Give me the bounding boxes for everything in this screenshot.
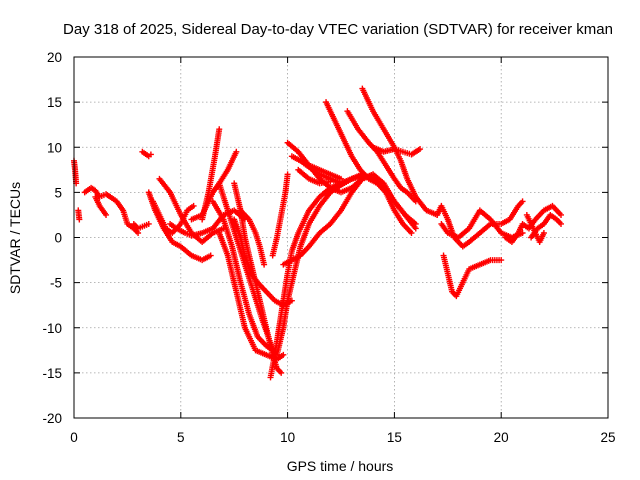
- data-series: [130, 220, 152, 232]
- data-point: [76, 216, 83, 223]
- data-points: [71, 85, 565, 381]
- data-point: [207, 252, 214, 259]
- y-tick-label: 0: [54, 231, 62, 246]
- axis-ticks: 0 5 10 15 20 25 -20 -15 -10 -5 0 5 10 15 20: [42, 50, 615, 445]
- chart-title: Day 318 of 2025, Sidereal Day-to-day VTE…: [63, 21, 613, 38]
- x-tick-label: 15: [387, 430, 402, 445]
- data-point: [145, 220, 152, 227]
- data-point: [558, 220, 565, 227]
- data-series: [440, 252, 505, 300]
- data-point: [280, 351, 287, 358]
- data-point: [540, 229, 547, 236]
- y-axis-label: SDTVAR / TECUs: [7, 182, 23, 294]
- data-series: [269, 171, 291, 259]
- data-point: [338, 175, 344, 182]
- grid: [74, 57, 608, 418]
- data-series: [237, 207, 268, 268]
- data-point: [327, 178, 334, 185]
- data-series: [92, 193, 110, 218]
- x-tick-label: 10: [280, 430, 295, 445]
- y-tick-label: -20: [42, 411, 62, 426]
- data-series: [145, 189, 214, 264]
- data-series: [323, 99, 415, 236]
- y-tick-label: -15: [42, 366, 62, 381]
- y-tick-label: 10: [47, 140, 62, 155]
- data-series: [502, 202, 565, 246]
- data-series: [370, 144, 424, 158]
- data-series: [295, 166, 334, 187]
- data-series: [438, 207, 526, 241]
- data-series: [188, 148, 240, 223]
- data-point: [498, 257, 505, 264]
- x-tick-label: 25: [600, 430, 615, 445]
- y-tick-label: -10: [42, 321, 62, 336]
- data-point: [261, 261, 268, 268]
- data-series: [156, 175, 227, 246]
- data-point: [233, 148, 240, 155]
- data-series: [305, 162, 344, 182]
- data-point: [412, 225, 419, 232]
- x-axis-label: GPS time / hours: [287, 458, 394, 474]
- y-tick-label: -5: [50, 276, 62, 291]
- data-point: [519, 198, 526, 205]
- data-series: [75, 207, 83, 223]
- data-series: [523, 211, 547, 246]
- data-point: [190, 202, 197, 209]
- data-point: [370, 171, 377, 178]
- y-tick-label: 15: [47, 95, 62, 110]
- data-point: [147, 151, 154, 158]
- data-point: [284, 171, 291, 178]
- x-tick-label: 0: [70, 430, 78, 445]
- data-series: [284, 139, 377, 196]
- x-tick-label: 20: [494, 430, 509, 445]
- data-point: [408, 229, 415, 236]
- data-series: [139, 148, 154, 160]
- data-point: [417, 146, 424, 153]
- data-point: [216, 126, 223, 133]
- plot-frame: [73, 56, 609, 419]
- y-tick-label: 20: [47, 50, 62, 65]
- data-point: [558, 211, 565, 218]
- y-tick-label: 5: [54, 185, 62, 200]
- x-tick-label: 5: [177, 430, 185, 445]
- data-point: [103, 211, 110, 218]
- data-point: [278, 369, 285, 376]
- data-point: [412, 198, 419, 205]
